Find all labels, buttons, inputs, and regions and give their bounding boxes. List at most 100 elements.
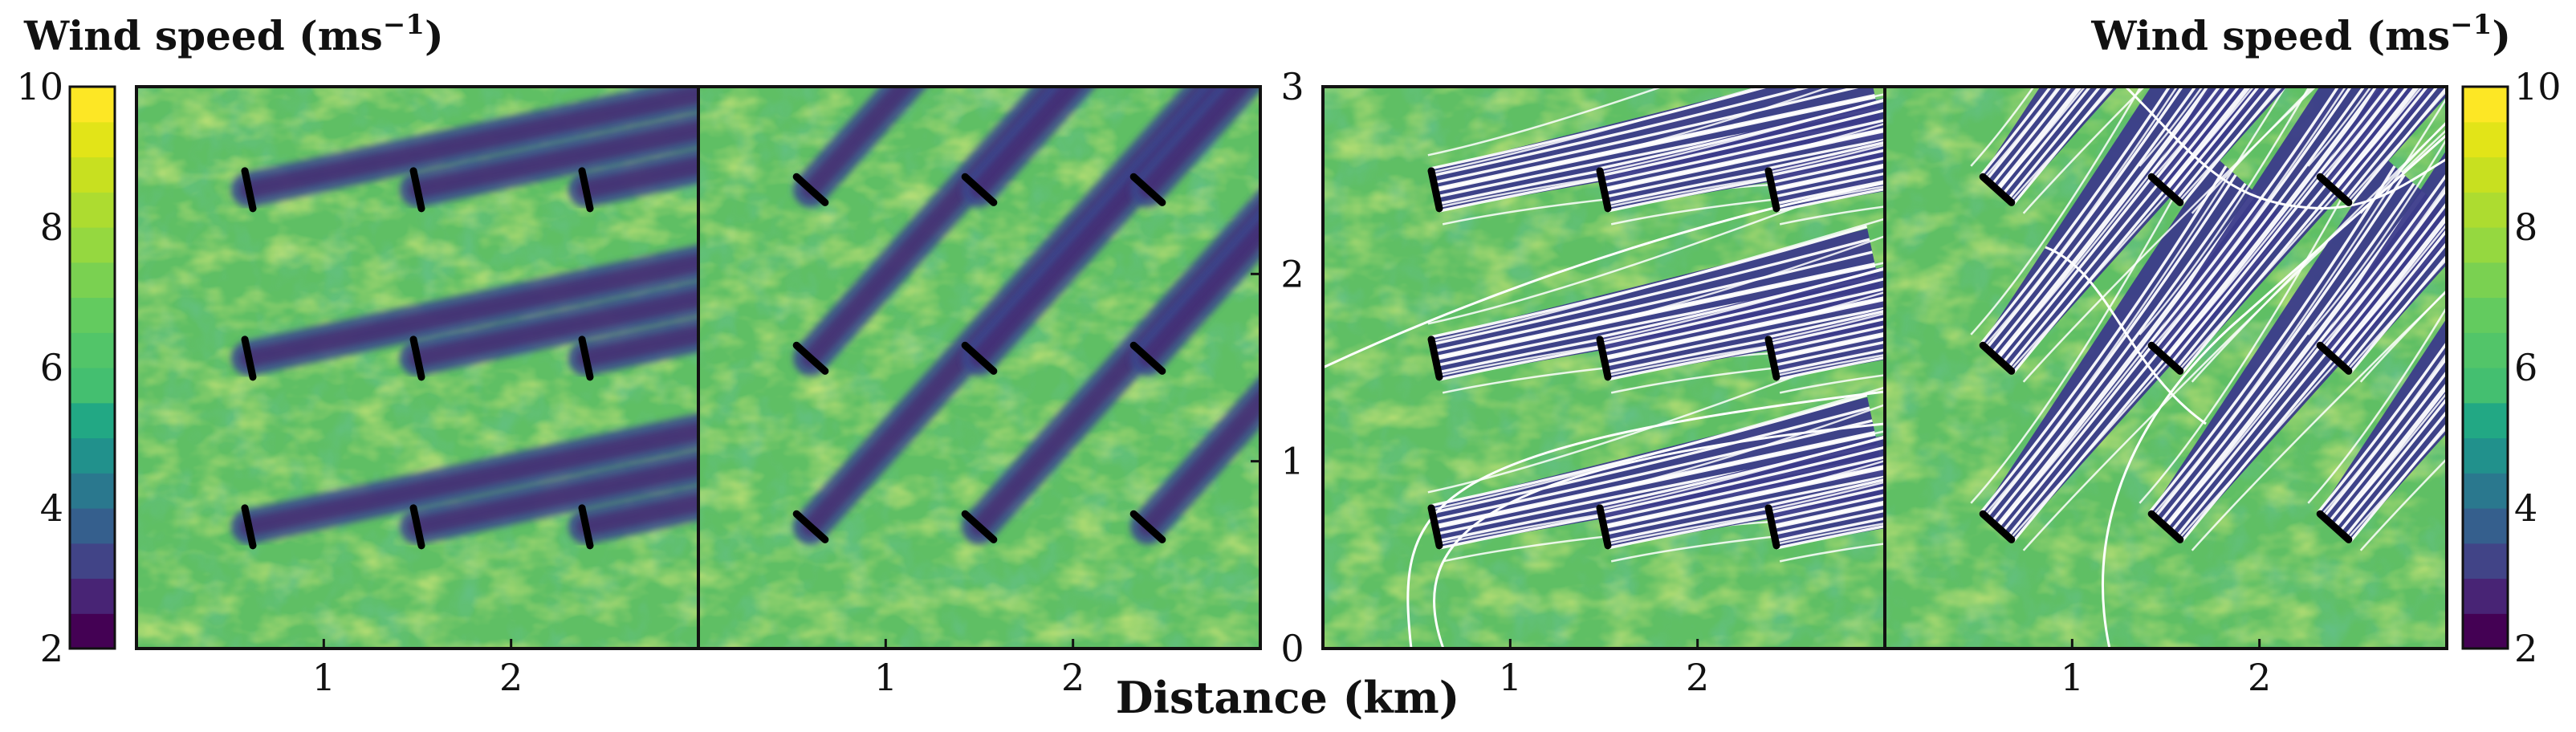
streamline	[1601, 287, 1885, 353]
turbine	[2316, 173, 2353, 206]
colorbar-level	[2463, 473, 2508, 509]
colorbar-level	[2463, 262, 2508, 299]
turbine	[409, 167, 425, 213]
streamline	[2170, 87, 2394, 364]
streamline	[2338, 396, 2447, 533]
colorbar-level	[2463, 508, 2508, 544]
streamline	[1768, 309, 1885, 339]
streamline	[2191, 121, 2447, 383]
x-tick-label: 1	[1499, 656, 1522, 699]
turbine	[1427, 504, 1443, 550]
streamline	[1603, 466, 1885, 528]
streamline	[1775, 517, 1885, 543]
streamline	[2332, 87, 2420, 192]
streamline	[1768, 481, 1885, 511]
turbine	[1979, 341, 2016, 375]
streamline	[1600, 266, 1885, 343]
turbine	[2147, 510, 2184, 543]
colorbar-level	[2463, 87, 2508, 123]
streamline	[2022, 128, 2447, 551]
colorbar-level	[2463, 578, 2508, 614]
streamline	[1605, 307, 1885, 367]
streamline	[1772, 333, 1885, 360]
streamline	[1433, 87, 1866, 185]
streamline	[2349, 87, 2447, 205]
wake-core	[240, 422, 698, 536]
turbine	[409, 504, 425, 550]
streamline	[2151, 96, 2447, 516]
wake-core	[240, 87, 698, 199]
streamline	[1776, 522, 1885, 546]
turbine	[1979, 173, 2016, 206]
streamline	[2320, 352, 2447, 516]
streamline	[1605, 138, 1885, 198]
streamline	[1427, 172, 1885, 325]
colorbar-level	[70, 297, 115, 333]
streamline	[2317, 340, 2447, 514]
streamline	[1773, 509, 1885, 535]
streamline	[2344, 241, 2447, 369]
turbine	[1596, 167, 1612, 213]
streamline	[2338, 228, 2447, 364]
streamline	[1970, 87, 2235, 504]
streamline	[1435, 262, 1885, 360]
colorbar-tick-label: 4	[40, 486, 63, 530]
wake-core	[409, 458, 698, 536]
streamline	[2045, 246, 2207, 425]
streamline	[2344, 87, 2440, 201]
streamline	[2349, 254, 2447, 374]
streamline	[1433, 250, 1873, 353]
colorbar-tick-label: 2	[2514, 627, 2537, 670]
colorbar-level	[70, 508, 115, 544]
streamline	[2317, 172, 2447, 345]
streamline	[1775, 348, 1885, 374]
turbine	[1129, 341, 1166, 375]
turbine	[241, 504, 257, 550]
streamline	[2180, 87, 2281, 205]
turbine	[578, 336, 594, 381]
streamline	[1431, 238, 1870, 346]
streamline	[2007, 87, 2102, 201]
streamline	[2359, 120, 2447, 214]
turbine	[2316, 341, 2353, 375]
streamline	[2327, 87, 2409, 186]
colorbar-level	[70, 332, 115, 368]
streamline	[2320, 87, 2397, 179]
colorbar-level	[2463, 437, 2508, 474]
streamline	[1990, 87, 2072, 186]
wake-core	[1139, 388, 1260, 536]
streamline	[2102, 133, 2447, 649]
streamline	[2359, 458, 2447, 551]
streamline	[1427, 340, 1885, 494]
streamline	[2178, 87, 2284, 202]
streamline	[2154, 173, 2406, 518]
wake-core	[409, 120, 698, 199]
colorbar-left-title: Wind speed (ms−1)	[23, 9, 444, 59]
streamline	[1596, 234, 1885, 325]
streamline	[1996, 87, 2086, 191]
colorbar-tick-label: 8	[40, 205, 63, 249]
streamline	[2338, 87, 2429, 196]
streamline	[1775, 180, 1885, 205]
streamline	[2346, 258, 2447, 371]
streamline	[1427, 87, 1666, 157]
streamline	[1433, 419, 1873, 522]
streamline	[1323, 181, 1885, 369]
streamline	[1776, 524, 1885, 550]
x-tick-label: 2	[1686, 656, 1709, 699]
colorbar-level	[70, 262, 115, 299]
colorbar-level	[2463, 297, 2508, 333]
turbine	[2147, 173, 2184, 206]
x-axis-label: Distance (km)	[1116, 672, 1460, 723]
colorbar-level	[2463, 157, 2508, 193]
streamline	[2320, 183, 2447, 348]
colorbar-tick-label: 6	[40, 346, 63, 389]
streamline	[2317, 87, 2390, 177]
colorbar-tick-label: 2	[40, 627, 63, 670]
streamline	[1779, 205, 1885, 226]
streamline	[2001, 87, 2225, 364]
wake	[2150, 87, 2287, 204]
streamline	[1768, 486, 1885, 514]
